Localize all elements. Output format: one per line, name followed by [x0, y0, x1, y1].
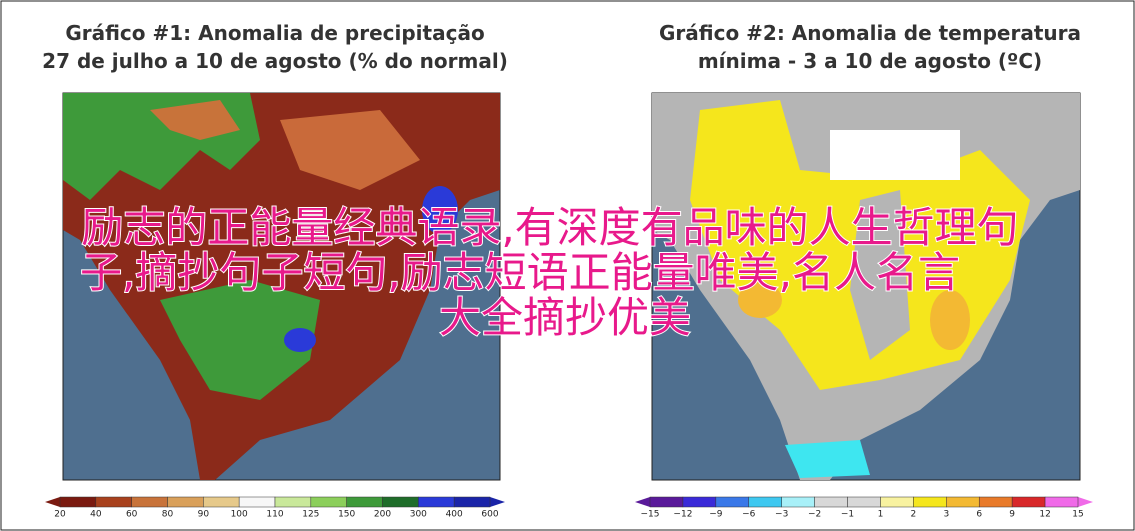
colorbar-segment — [453, 496, 491, 508]
precip-map — [62, 92, 501, 481]
colorbar-label: −6 — [742, 510, 756, 520]
colorbar-segment — [715, 496, 750, 508]
colorbar-label: 80 — [162, 510, 174, 520]
colorbar-label: −3 — [775, 510, 788, 520]
colorbar-segment — [418, 496, 455, 508]
colorbar-label: 15 — [1072, 510, 1083, 520]
colorbar-label: −15 — [641, 510, 660, 520]
colorbar-label: 150 — [338, 510, 355, 520]
colorbar-segment — [346, 496, 383, 508]
colorbar-segment — [814, 496, 848, 508]
colorbar-label: 110 — [266, 510, 283, 520]
colorbar-segment — [203, 496, 240, 508]
colorbar-label: 40 — [90, 510, 102, 520]
colorbar-label: 2 — [911, 510, 917, 520]
colorbar-segment — [131, 496, 168, 508]
colorbar-segment — [880, 496, 914, 508]
panel-title: Gráfico #2: Anomalia de temperatura — [659, 21, 1081, 45]
colorbar-segment — [1011, 496, 1046, 508]
colorbar-segment — [682, 496, 717, 508]
colorbar-arrow-left — [635, 497, 650, 507]
colorbar-segment — [310, 496, 347, 508]
colorbar-label: −1 — [841, 510, 854, 520]
panel-title: mínima - 3 a 10 de agosto (ºC) — [698, 49, 1042, 73]
colorbar-segment — [913, 496, 947, 508]
panel-title: Gráfico #1: Anomalia de precipitação — [65, 21, 484, 45]
temp-map — [651, 92, 1081, 481]
colorbar-label: 1 — [878, 510, 884, 520]
colorbar-segment — [847, 496, 881, 508]
colorbar-segment — [748, 496, 782, 508]
overlay-text: 励志的正能量经典语录,有深度有品味的人生哲理句 — [81, 203, 1018, 252]
colorbar-arrow-right — [490, 497, 505, 507]
overlay-text: 子,摘抄句子短句,励志短语正能量唯美,名人名言 — [80, 248, 960, 297]
colorbar-segment — [238, 496, 276, 508]
colorbar-label: 12 — [1039, 510, 1050, 520]
colorbar-label: 400 — [446, 510, 463, 520]
colorbar-label: 90 — [198, 510, 210, 520]
colorbar-segment — [978, 496, 1013, 508]
colorbar-label: 600 — [481, 510, 498, 520]
panel-title: 27 de julho a 10 de agosto (% do normal) — [42, 49, 508, 73]
colorbar-segment — [649, 496, 684, 508]
colorbar-label: 100 — [231, 510, 248, 520]
colorbar-segment — [167, 496, 204, 508]
colorbar-arrow-right — [1078, 497, 1093, 507]
colorbar-segment — [781, 496, 815, 508]
colorbar-label: −2 — [808, 510, 821, 520]
colorbar-label: 125 — [302, 510, 319, 520]
colorbar-segment — [95, 496, 132, 508]
colorbar-label: 60 — [126, 510, 138, 520]
colorbar-arrow-left — [45, 497, 60, 507]
colorbar-label: 9 — [1009, 510, 1015, 520]
colorbar-segment — [1044, 496, 1079, 508]
colorbar-label: 300 — [410, 510, 427, 520]
colorbar-segment — [946, 496, 980, 508]
colorbar-label: −9 — [709, 510, 723, 520]
overlay-text: 大全摘抄优美 — [439, 293, 691, 342]
colorbar-segment — [274, 496, 312, 508]
colorbar-label: 20 — [54, 510, 66, 520]
colorbar-label: 3 — [943, 510, 949, 520]
colorbar-label: 6 — [976, 510, 982, 520]
colorbar-segment — [59, 496, 97, 508]
colorbar-label: 200 — [374, 510, 391, 520]
colorbar-label: −12 — [673, 510, 692, 520]
colorbar-segment — [382, 496, 419, 508]
